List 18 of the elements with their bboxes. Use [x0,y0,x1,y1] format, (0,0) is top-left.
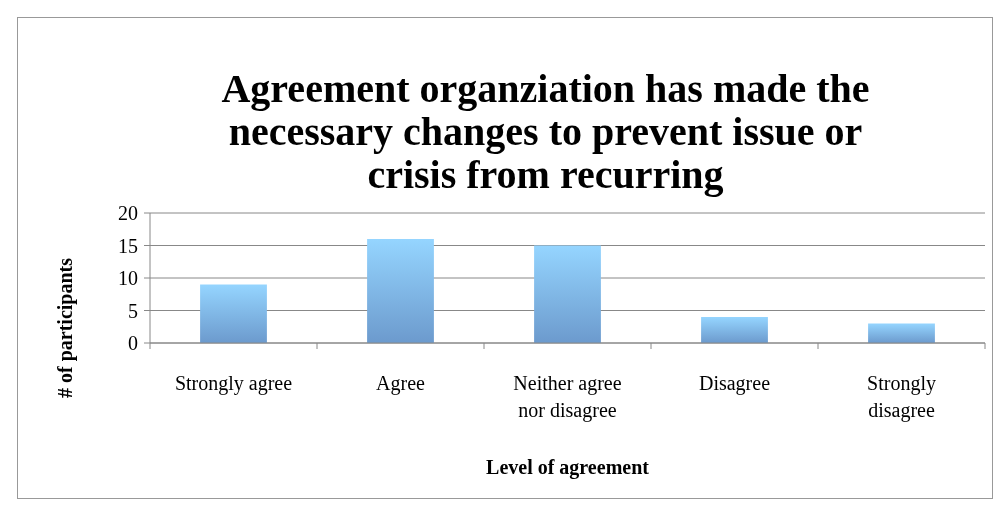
x-axis-title: Level of agreement [486,456,650,479]
y-tick-label: 0 [128,332,138,354]
y-tick-label: 10 [118,267,138,289]
bar [701,317,768,343]
x-tick-label: Agree [376,372,426,395]
x-tick-label: Neither agree nor disagree [513,372,622,422]
bar [200,284,267,343]
bar [367,239,434,343]
y-tick-label: 20 [118,202,138,224]
x-tick-label: Disagree [698,372,771,395]
y-tick-label: 15 [118,234,138,257]
chart-title: Agreement organziation has made the necessary changes to prevent issue or crisis from recurring [221,66,870,197]
bar [868,323,935,343]
y-axis-title: # of participants [54,257,77,398]
x-tick-label: Strongly disagree [867,372,936,422]
y-tick-label: 5 [128,299,138,322]
x-tick-label: Strongly agree [174,372,293,395]
bar [534,245,601,343]
